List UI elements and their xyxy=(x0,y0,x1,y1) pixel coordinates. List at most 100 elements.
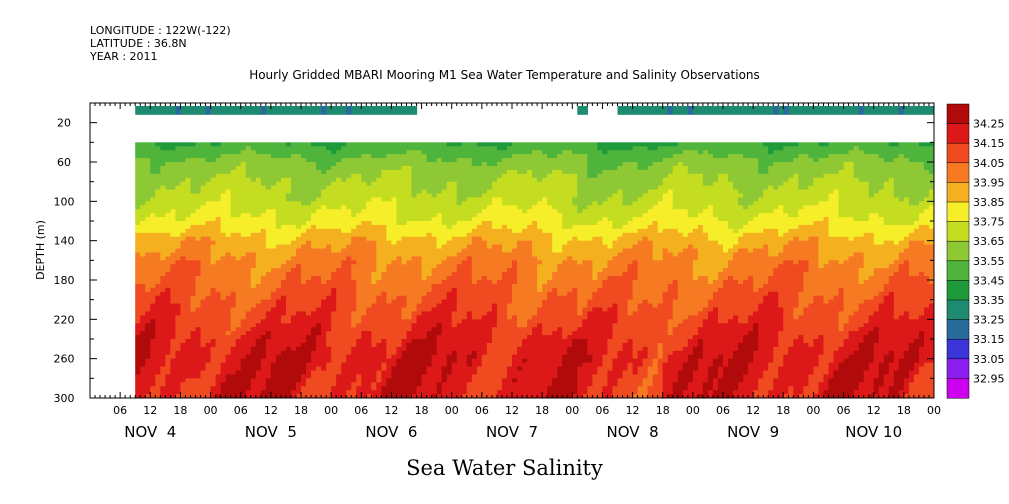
field-cell xyxy=(145,394,151,398)
field-cell xyxy=(456,260,463,265)
field-cell xyxy=(386,339,393,344)
field-cell xyxy=(245,358,252,364)
field-cell xyxy=(220,280,227,285)
field-cell xyxy=(376,240,382,246)
field-cell xyxy=(326,303,332,309)
field-cell xyxy=(155,236,161,242)
field-cell xyxy=(421,311,428,316)
field-cell xyxy=(441,185,448,191)
field-cell xyxy=(295,205,302,210)
field-cell xyxy=(396,374,403,379)
field-cell xyxy=(200,280,207,285)
field-cell xyxy=(401,264,408,269)
field-cell xyxy=(240,142,247,147)
field-cell xyxy=(270,374,277,379)
field-cell xyxy=(366,169,372,175)
field-cell xyxy=(240,276,247,281)
field-cell xyxy=(411,209,418,214)
field-cell xyxy=(466,315,473,320)
field-cell xyxy=(175,209,182,214)
field-cell xyxy=(451,193,458,198)
field-cell xyxy=(140,224,146,230)
field-cell xyxy=(160,346,166,352)
field-cell xyxy=(170,240,177,246)
field-cell xyxy=(506,268,513,273)
field-cell xyxy=(185,264,192,269)
field-cell xyxy=(185,295,192,301)
field-cell xyxy=(301,264,307,269)
field-cell xyxy=(416,280,423,285)
field-cell xyxy=(461,386,468,391)
field-cell xyxy=(451,158,458,163)
field-cell xyxy=(235,142,242,147)
field-cell xyxy=(165,276,171,281)
field-cell xyxy=(376,350,382,356)
field-cell xyxy=(406,205,413,210)
field-cell xyxy=(285,366,292,372)
field-cell xyxy=(461,370,468,375)
field-cell xyxy=(416,390,423,395)
field-cell xyxy=(290,335,297,340)
field-cell xyxy=(205,213,212,218)
field-cell xyxy=(255,350,262,356)
field-cell xyxy=(160,280,166,285)
field-cell xyxy=(436,181,443,187)
field-cell xyxy=(396,366,403,372)
field-cell xyxy=(295,177,302,183)
field-cell xyxy=(316,169,322,175)
field-cell xyxy=(466,323,473,328)
field-cell xyxy=(431,374,438,379)
field-cell xyxy=(346,256,352,261)
field-cell xyxy=(265,394,272,398)
field-cell xyxy=(431,287,438,293)
field-cell xyxy=(180,299,187,305)
field-cell xyxy=(165,311,171,316)
field-cell xyxy=(165,252,171,257)
field-cell xyxy=(225,142,232,147)
field-cell xyxy=(416,244,423,250)
field-cell xyxy=(160,366,166,372)
field-cell xyxy=(341,311,347,316)
surface-cell xyxy=(290,105,297,115)
field-cell xyxy=(351,354,357,360)
field-cell xyxy=(311,350,317,356)
field-cell xyxy=(200,142,207,147)
field-cell xyxy=(285,162,292,167)
field-cell xyxy=(220,201,227,206)
field-cell xyxy=(275,209,282,214)
field-cell xyxy=(386,158,393,163)
field-cell xyxy=(486,181,493,187)
field-cell xyxy=(140,315,146,320)
field-cell xyxy=(255,394,262,398)
field-cell xyxy=(210,378,217,383)
field-cell xyxy=(356,177,362,183)
field-cell xyxy=(366,366,372,372)
field-cell xyxy=(135,217,141,222)
field-cell xyxy=(441,335,448,340)
field-cell xyxy=(456,197,463,202)
field-cell xyxy=(326,268,332,273)
field-cell xyxy=(501,382,508,387)
field-cell xyxy=(275,158,282,163)
field-cell xyxy=(145,252,151,257)
field-cell xyxy=(401,173,408,179)
field-cell xyxy=(165,394,171,398)
field-cell xyxy=(381,272,388,277)
field-cell xyxy=(140,217,146,222)
field-cell xyxy=(321,232,327,238)
field-cell xyxy=(501,362,508,368)
field-cell xyxy=(431,350,438,356)
field-cell xyxy=(381,268,388,273)
field-cell xyxy=(376,221,382,226)
field-cell xyxy=(411,374,418,379)
field-cell xyxy=(210,272,217,277)
field-cell xyxy=(481,181,488,187)
field-cell xyxy=(175,213,182,218)
field-cell xyxy=(486,248,493,254)
field-cell xyxy=(331,358,337,364)
field-cell xyxy=(290,213,297,218)
field-cell xyxy=(351,236,357,242)
field-cell xyxy=(336,150,342,155)
field-cell xyxy=(381,280,388,285)
field-cell xyxy=(501,268,508,273)
